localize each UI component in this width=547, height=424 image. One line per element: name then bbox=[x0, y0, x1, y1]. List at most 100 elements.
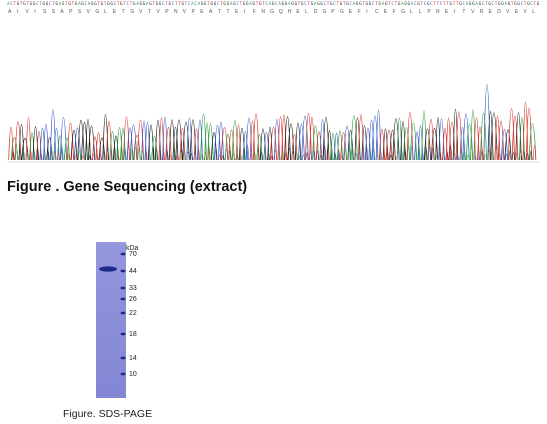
trace-peak bbox=[120, 127, 126, 161]
trace-peak bbox=[494, 116, 501, 161]
base-call: G bbox=[527, 1, 530, 6]
base-call: T bbox=[26, 1, 29, 6]
trace-ripple bbox=[302, 154, 305, 161]
trace-peak bbox=[204, 122, 210, 161]
ladder-band bbox=[120, 286, 126, 290]
base-call: G bbox=[330, 1, 333, 6]
trace-peak bbox=[144, 122, 151, 161]
base-call: G bbox=[107, 1, 110, 6]
amino-acid: E bbox=[515, 9, 519, 15]
trace-peak bbox=[448, 121, 456, 161]
base-call: G bbox=[537, 1, 540, 6]
base-call: C bbox=[391, 1, 394, 6]
trace-peak bbox=[465, 124, 474, 161]
trace-peak bbox=[57, 135, 63, 161]
base-call: C bbox=[414, 1, 417, 6]
base-call: G bbox=[469, 1, 472, 6]
base-call: C bbox=[127, 1, 130, 6]
amino-acid: P bbox=[69, 9, 73, 15]
trace-peak bbox=[175, 119, 183, 161]
base-call: C bbox=[194, 1, 197, 6]
base-call: T bbox=[375, 1, 378, 6]
base-call: G bbox=[282, 1, 285, 6]
trace-ripple bbox=[74, 154, 78, 161]
base-call: G bbox=[233, 1, 236, 6]
trace-ripple bbox=[134, 146, 137, 161]
ladder-band bbox=[120, 311, 126, 315]
base-call: G bbox=[320, 1, 323, 6]
trace-peak bbox=[389, 129, 396, 161]
base-call: G bbox=[253, 1, 256, 6]
base-call: C bbox=[492, 1, 495, 6]
amino-acid: P bbox=[165, 9, 169, 15]
amino-acid: I bbox=[366, 9, 367, 15]
marker-label: 18 bbox=[129, 331, 137, 338]
trace-peak bbox=[525, 107, 533, 161]
base-call: A bbox=[88, 1, 91, 6]
trace-peak bbox=[365, 127, 371, 161]
base-call: G bbox=[75, 1, 78, 6]
trace-peak bbox=[528, 123, 537, 161]
amino-acid: L bbox=[532, 9, 535, 15]
amino-acid: F bbox=[253, 9, 256, 15]
trace-peak bbox=[480, 112, 487, 161]
base-call: T bbox=[178, 1, 181, 6]
amino-acid: N bbox=[261, 9, 265, 15]
ladder-band bbox=[120, 356, 126, 360]
trace-peak bbox=[305, 113, 312, 161]
sds-page-caption: Figure. SDS-PAGE bbox=[63, 408, 153, 420]
base-call: A bbox=[78, 1, 81, 6]
base-call: G bbox=[169, 1, 172, 6]
base-call: C bbox=[333, 1, 336, 6]
base-call: G bbox=[450, 1, 453, 6]
base-call: G bbox=[110, 1, 113, 6]
ladder-band bbox=[120, 297, 126, 301]
marker-labels: 70 44 33 26 22 18 14 10 bbox=[129, 251, 137, 378]
amino-acid: P bbox=[331, 9, 335, 15]
base-call: C bbox=[521, 1, 524, 6]
trace-peak bbox=[137, 120, 144, 161]
trace-ripple bbox=[214, 147, 218, 161]
base-call: C bbox=[10, 1, 13, 6]
trace-ripple bbox=[431, 147, 435, 161]
trace-peak bbox=[36, 131, 42, 161]
base-call: G bbox=[427, 1, 430, 6]
base-call: T bbox=[72, 1, 75, 6]
trace-peak bbox=[287, 123, 295, 161]
trace-peak bbox=[123, 116, 130, 161]
ladder-band bbox=[120, 269, 126, 273]
trace-peak bbox=[21, 137, 29, 161]
base-call: T bbox=[336, 1, 339, 6]
trace-peak bbox=[298, 123, 305, 161]
trace-ripple bbox=[67, 153, 71, 161]
base-call: T bbox=[437, 1, 440, 6]
trace-peak bbox=[129, 124, 138, 161]
trace-peak bbox=[301, 115, 309, 161]
base-call: G bbox=[133, 1, 136, 6]
base-call: G bbox=[517, 1, 520, 6]
base-call: T bbox=[13, 1, 16, 6]
trace-peak bbox=[165, 127, 172, 161]
trace-peak bbox=[197, 119, 203, 161]
base-call: T bbox=[185, 1, 188, 6]
trace-peak bbox=[315, 131, 323, 161]
base-call: G bbox=[285, 1, 288, 6]
base-call: C bbox=[275, 1, 278, 6]
trace-peak bbox=[18, 123, 25, 161]
trace-peak bbox=[81, 122, 88, 161]
marker-label: 26 bbox=[129, 296, 137, 303]
trace-peak bbox=[519, 117, 525, 161]
base-call: C bbox=[349, 1, 352, 6]
trace-peak bbox=[256, 134, 263, 161]
trace-peak bbox=[70, 129, 78, 161]
base-call: G bbox=[81, 1, 84, 6]
trace-ripple bbox=[344, 148, 347, 161]
base-call: T bbox=[327, 1, 330, 6]
trace-peak bbox=[46, 137, 53, 161]
marker-label: 44 bbox=[129, 268, 137, 275]
amino-acid: G bbox=[95, 9, 99, 15]
base-call: G bbox=[508, 1, 511, 6]
trace-ripple bbox=[284, 151, 288, 161]
base-call: T bbox=[20, 1, 23, 6]
base-call: T bbox=[165, 1, 168, 6]
